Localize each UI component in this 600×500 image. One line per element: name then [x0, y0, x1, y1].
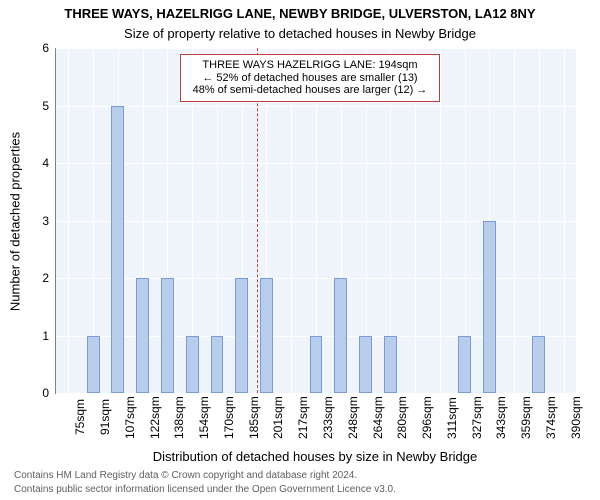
x-tick-label: 343sqm [494, 399, 508, 439]
x-tick-label: 311sqm [445, 399, 459, 439]
x-tick-label: 122sqm [148, 399, 162, 439]
gridline-vertical [514, 48, 515, 393]
x-tick-label: 374sqm [544, 399, 558, 439]
bar [111, 106, 124, 394]
x-tick-label: 327sqm [470, 399, 484, 439]
bar [310, 336, 323, 394]
callout-line: 48% of semi-detached houses are larger (… [185, 84, 435, 97]
gridline-horizontal [56, 393, 576, 394]
chart-title: THREE WAYS, HAZELRIGG LANE, NEWBY BRIDGE… [0, 6, 600, 21]
bar [532, 336, 545, 394]
chart-plot-area: THREE WAYS HAZELRIGG LANE: 194sqm← 52% o… [55, 48, 576, 394]
x-tick-label: 390sqm [569, 399, 583, 439]
bar [211, 336, 224, 394]
x-tick-label: 170sqm [222, 399, 236, 439]
footer-line-1: Contains HM Land Registry data © Crown c… [14, 470, 357, 481]
bar [87, 336, 100, 394]
x-tick-label: 138sqm [172, 399, 186, 439]
y-tick-label: 3 [21, 214, 49, 228]
bar [359, 336, 372, 394]
x-axis-label: Distribution of detached houses by size … [55, 449, 575, 464]
x-tick-label: 248sqm [346, 399, 360, 439]
gridline-vertical [68, 48, 69, 393]
y-tick-label: 0 [21, 386, 49, 400]
x-tick-label: 264sqm [371, 399, 385, 439]
y-tick-label: 2 [21, 271, 49, 285]
bar [136, 278, 149, 393]
callout-box: THREE WAYS HAZELRIGG LANE: 194sqm← 52% o… [180, 54, 440, 102]
x-tick-label: 75sqm [73, 399, 87, 439]
bar [186, 336, 199, 394]
bar [235, 278, 248, 393]
x-tick-label: 296sqm [420, 399, 434, 439]
footer-line-2: Contains public sector information licen… [14, 484, 396, 495]
callout-line: THREE WAYS HAZELRIGG LANE: 194sqm [185, 59, 435, 72]
y-tick-label: 5 [21, 99, 49, 113]
x-tick-label: 233sqm [321, 399, 335, 439]
x-tick-label: 280sqm [395, 399, 409, 439]
bar [334, 278, 347, 393]
gridline-vertical [564, 48, 565, 393]
y-tick-label: 6 [21, 41, 49, 55]
x-tick-label: 91sqm [98, 399, 112, 439]
x-tick-label: 201sqm [271, 399, 285, 439]
y-tick-label: 4 [21, 156, 49, 170]
bar [161, 278, 174, 393]
chart-subtitle: Size of property relative to detached ho… [0, 26, 600, 41]
x-tick-label: 107sqm [123, 399, 137, 439]
bar [384, 336, 397, 394]
bar [458, 336, 471, 394]
x-tick-label: 154sqm [197, 399, 211, 439]
bar [260, 278, 273, 393]
callout-line: ← 52% of detached houses are smaller (13… [185, 72, 435, 85]
y-tick-label: 1 [21, 329, 49, 343]
x-tick-label: 359sqm [519, 399, 533, 439]
x-tick-label: 217sqm [296, 399, 310, 439]
x-tick-label: 185sqm [247, 399, 261, 439]
bar [483, 221, 496, 394]
